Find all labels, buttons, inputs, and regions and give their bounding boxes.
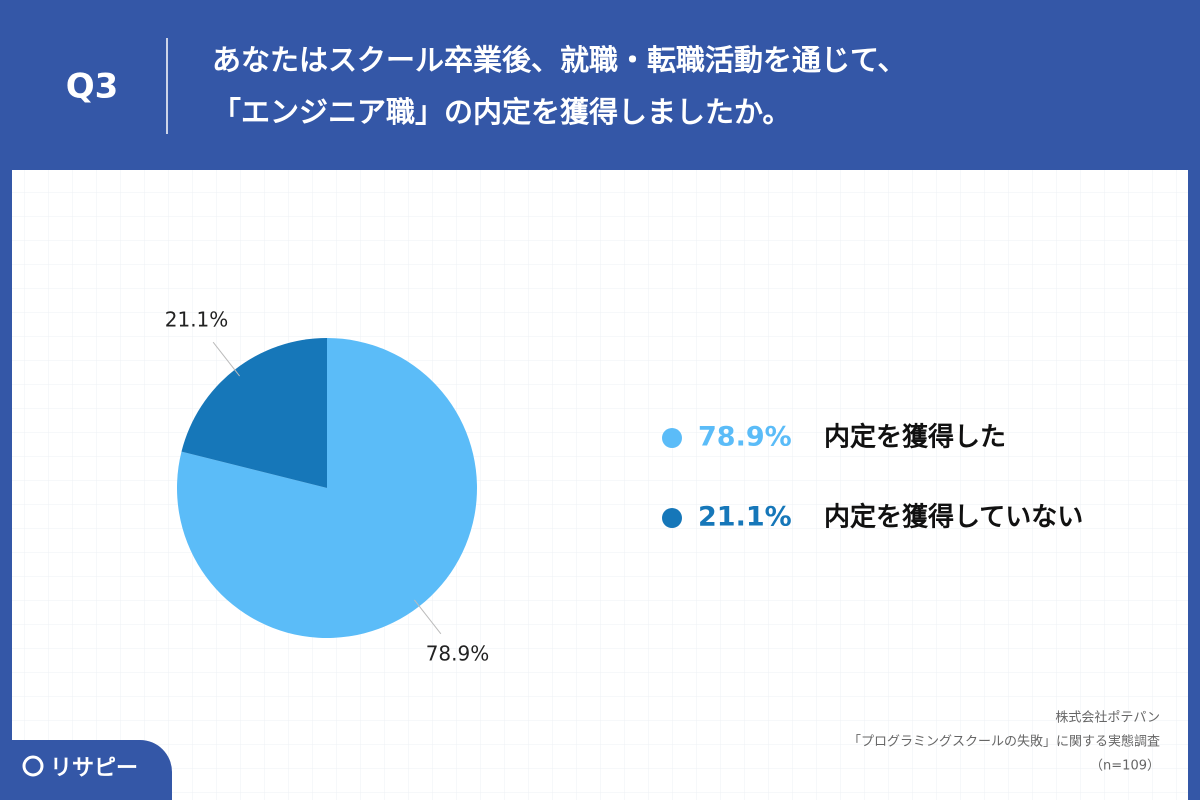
chart-title: あなたはスクール卒業後、就職・転職活動を通じて、	[212, 43, 907, 77]
source: 「プログラミングスクールの失敗」に関する実態調査	[848, 734, 1160, 750]
legend-value: 78.9%	[698, 422, 792, 453]
legend-label: 内定を獲得した	[824, 422, 1006, 453]
logo-tab	[0, 740, 172, 800]
data-label: 21.1%	[165, 307, 229, 331]
chart-title: 「エンジニア職」の内定を獲得しましたか。	[212, 95, 791, 129]
logo: リサピー	[50, 756, 138, 781]
legend-value: 21.1%	[698, 502, 792, 533]
legend-marker	[662, 428, 682, 448]
data-label: 78.9%	[426, 642, 490, 666]
legend-label: 内定を獲得していない	[824, 502, 1083, 533]
leader-line	[413, 599, 442, 635]
pie-slice	[181, 338, 327, 488]
leader-line	[212, 341, 241, 377]
legend-marker	[662, 508, 682, 528]
question-number: Q3	[66, 67, 119, 107]
source: 株式会社ポテパン	[1055, 710, 1160, 726]
logo-icon	[22, 755, 44, 777]
source: （n=109）	[1090, 759, 1160, 774]
